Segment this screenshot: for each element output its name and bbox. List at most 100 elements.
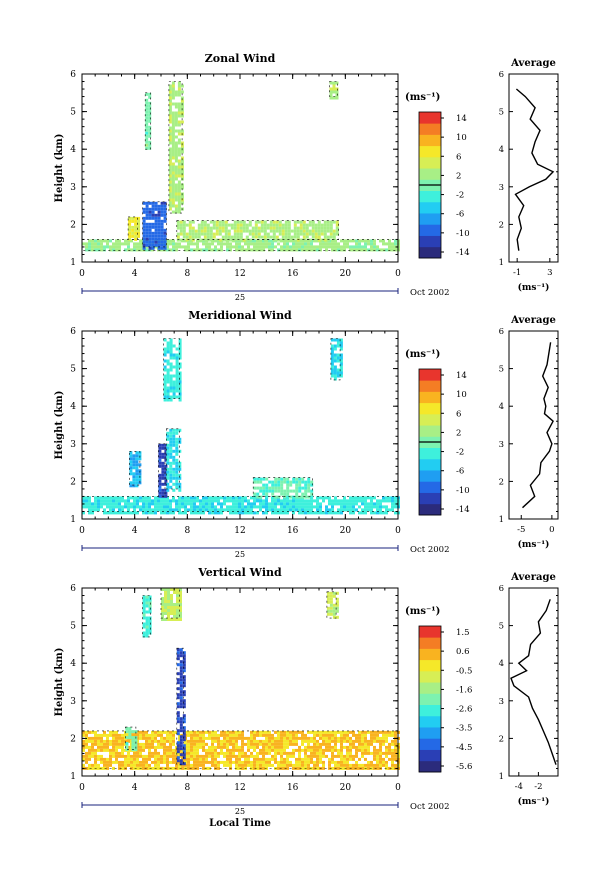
heatmap-cell (232, 730, 235, 734)
heatmap-cell (307, 739, 310, 743)
heatmap-cell (376, 502, 379, 506)
heatmap-cell (164, 467, 168, 471)
heatmap-cell (223, 730, 226, 734)
heatmap-cell (370, 496, 373, 500)
heatmap-cell (139, 730, 142, 734)
avg-y-tick-label: 5 (499, 622, 504, 632)
heatmap-cell (229, 248, 232, 252)
colorbar-tick-label: -14 (456, 248, 470, 258)
heatmap-cell (289, 739, 292, 743)
heatmap-cell (248, 223, 252, 227)
heatmap-cell (187, 245, 190, 249)
heatmap-cell (115, 505, 118, 509)
heatmap-cell (376, 751, 379, 755)
heatmap-cell (142, 216, 146, 220)
heatmap-cell (295, 483, 299, 487)
heatmap-cell (164, 470, 168, 474)
heatmap-cell (343, 745, 346, 749)
heatmap-cell (127, 751, 130, 755)
heatmap-cell (100, 742, 103, 746)
heatmap-cell (97, 502, 100, 506)
heatmap-cell (335, 603, 339, 607)
heatmap-cell (85, 745, 88, 749)
heatmap-cell (163, 216, 167, 220)
heatmap-cell (286, 495, 290, 499)
heatmap-cell (148, 502, 151, 506)
heatmap-cell (160, 234, 164, 238)
heatmap-cell (346, 245, 349, 249)
heatmap-cell (217, 496, 220, 500)
avg-y-tick-label: 4 (499, 402, 504, 412)
heatmap-cell (145, 508, 148, 512)
heatmap-cell (142, 231, 146, 235)
heatmap-cell (325, 742, 328, 746)
heatmap-cell (182, 762, 186, 766)
heatmap-cell (313, 248, 316, 252)
heatmap-cell (135, 460, 139, 464)
heatmap-cell (304, 511, 307, 515)
heatmap-cell (289, 489, 293, 493)
heatmap-cell (193, 242, 196, 246)
heatmap-cell (283, 736, 286, 740)
heatmap-cell (326, 612, 330, 616)
heatmap-cell (256, 505, 259, 509)
heatmap-cell (135, 478, 139, 482)
heatmap-cell (358, 733, 361, 737)
heatmap-cell (299, 223, 303, 227)
heatmap-cell (346, 766, 349, 770)
heatmap-cell (257, 220, 261, 224)
heatmap-cell (145, 125, 149, 129)
heatmap-cell (175, 461, 179, 465)
heatmap-cell (200, 223, 204, 227)
heatmap-cell (253, 739, 256, 743)
heatmap-cell (247, 736, 250, 740)
heatmap-cell (181, 496, 184, 500)
heatmap-cell (160, 499, 163, 503)
heatmap-cell (250, 248, 253, 252)
heatmap-cell (388, 248, 391, 252)
heatmap-cell (151, 201, 155, 205)
heatmap-cell (118, 754, 121, 758)
heatmap-cell (277, 480, 281, 484)
heatmap-cell (163, 246, 167, 250)
heatmap-cell (124, 248, 127, 252)
heatmap-cell (352, 511, 355, 515)
heatmap-cell (145, 116, 149, 120)
heatmap-cell (242, 226, 246, 230)
heatmap-cell (112, 766, 115, 770)
colorbar-segment (419, 738, 441, 750)
heatmap-cell (168, 165, 172, 169)
heatmap-cell (336, 368, 340, 372)
heatmap-cell (333, 356, 337, 360)
heatmap-cell (340, 245, 343, 249)
heatmap-cell (182, 744, 186, 748)
heatmap-cell (235, 754, 238, 758)
heatmap-cell (151, 754, 154, 758)
heatmap-cell (142, 757, 145, 761)
heatmap-cell (310, 745, 313, 749)
heatmap-cell (164, 618, 167, 621)
heatmap-cell (284, 232, 288, 236)
colorbar-segment (419, 168, 441, 180)
contour-line (125, 726, 137, 750)
heatmap-cell (160, 505, 163, 509)
heatmap-cell (299, 238, 303, 242)
heatmap-cell (124, 505, 127, 509)
heatmap-cell (145, 243, 149, 247)
heatmap-cell (280, 736, 283, 740)
heatmap-cell (339, 359, 343, 363)
heatmap-cell (174, 144, 178, 148)
heatmap-cell (179, 735, 183, 739)
heatmap-cell (100, 736, 103, 740)
heatmap-cell (180, 150, 184, 154)
heatmap-cell (361, 736, 364, 740)
heatmap-cell (244, 736, 247, 740)
heatmap-cell (166, 350, 170, 354)
heatmap-cell (319, 505, 322, 509)
heatmap-cell (179, 726, 183, 730)
heatmap-cell (127, 754, 130, 758)
heatmap-cell (226, 751, 229, 755)
heatmap-cell (148, 225, 152, 229)
heatmap-cell (323, 223, 327, 227)
heatmap-cell (367, 745, 370, 749)
